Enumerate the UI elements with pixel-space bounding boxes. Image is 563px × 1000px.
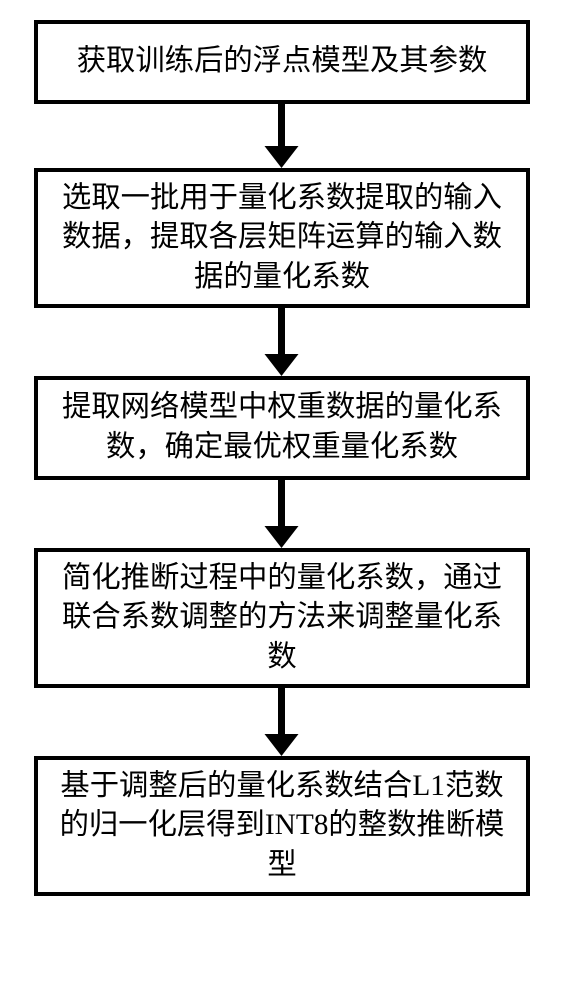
flowchart-node: 基于调整后的量化系数结合L1范数的归一化层得到INT8的整数推断模型	[34, 756, 530, 896]
flowchart-arrow	[0, 104, 563, 168]
flowchart-node-label: 提取网络模型中权重数据的量化系数，确定最优权重量化系数	[56, 388, 508, 467]
flowchart-node-label: 基于调整后的量化系数结合L1范数的归一化层得到INT8的整数推断模型	[56, 767, 508, 886]
flowchart-node: 提取网络模型中权重数据的量化系数，确定最优权重量化系数	[34, 376, 530, 480]
flowchart-node-label: 获取训练后的浮点模型及其参数	[77, 42, 488, 82]
flowchart-arrow	[0, 688, 563, 756]
flowchart-node: 获取训练后的浮点模型及其参数	[34, 20, 530, 104]
flowchart-node-label: 选取一批用于量化系数提取的输入数据，提取各层矩阵运算的输入数据的量化系数	[56, 179, 508, 298]
flowchart-canvas: 获取训练后的浮点模型及其参数 选取一批用于量化系数提取的输入数据，提取各层矩阵运…	[0, 0, 563, 1000]
flowchart-node: 简化推断过程中的量化系数，通过联合系数调整的方法来调整量化系数	[34, 548, 530, 688]
flowchart-arrow	[0, 480, 563, 548]
flowchart-node: 选取一批用于量化系数提取的输入数据，提取各层矩阵运算的输入数据的量化系数	[34, 168, 530, 308]
flowchart-node-label: 简化推断过程中的量化系数，通过联合系数调整的方法来调整量化系数	[56, 559, 508, 678]
flowchart-arrow	[0, 308, 563, 376]
